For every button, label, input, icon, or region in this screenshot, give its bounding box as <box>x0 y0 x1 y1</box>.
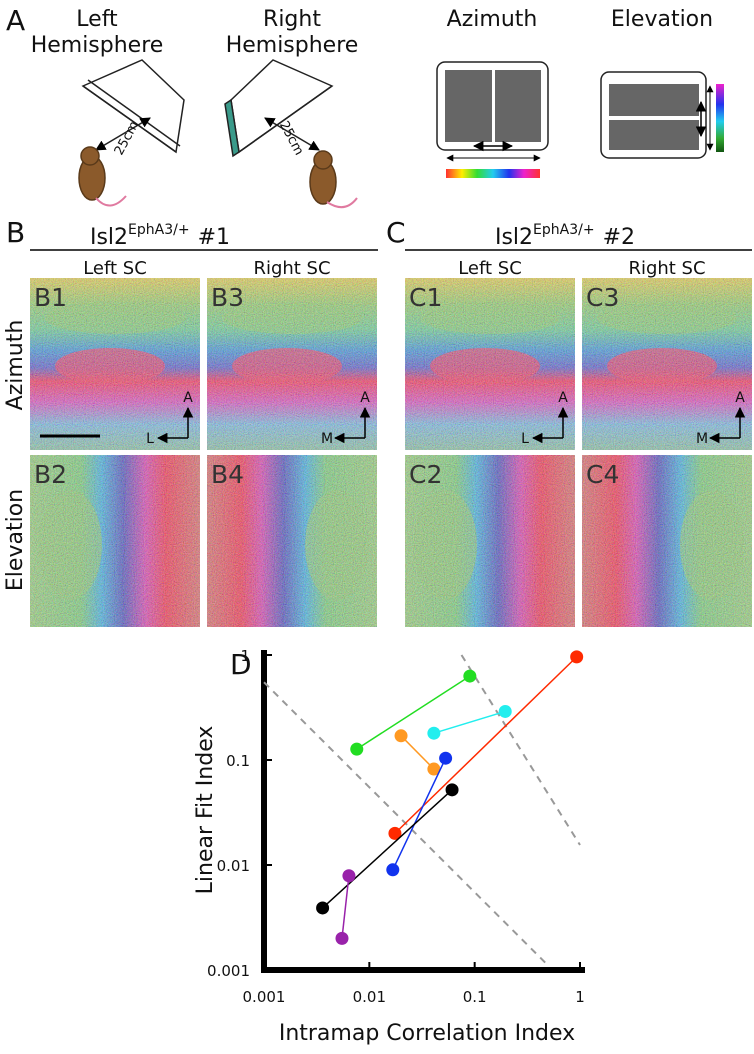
stimulus-label: Azimuth <box>447 7 538 32</box>
series-line <box>392 757 447 871</box>
map-tile: C3 A M <box>582 278 752 450</box>
map-noise <box>30 278 200 450</box>
reference-line <box>263 681 549 967</box>
title-base: Isl2 <box>90 225 128 250</box>
tile-label: B4 <box>211 460 244 489</box>
map-noise <box>405 455 575 627</box>
x-tick-label: 0.001 <box>243 988 286 1006</box>
orientation-label: M <box>696 431 708 447</box>
data-point <box>342 869 356 883</box>
y-tick-label: 0.1 <box>226 752 250 770</box>
hemisphere-label: Right <box>263 7 321 32</box>
data-point <box>427 762 441 776</box>
x-tick-label: 0.01 <box>353 988 386 1006</box>
map-tile: C2 <box>405 455 575 627</box>
series-line <box>394 656 578 834</box>
orientation-label: A <box>735 390 745 406</box>
map-tile: B2 <box>30 455 200 627</box>
tile-label: C1 <box>409 283 442 312</box>
column-label: Left SC <box>83 258 147 279</box>
x-tick-label: 1 <box>575 988 585 1006</box>
tile-label: C4 <box>586 460 619 489</box>
data-point <box>316 901 330 915</box>
map-tile: B1 A L <box>30 278 200 450</box>
panel-label: C <box>386 216 406 249</box>
data-point <box>350 742 364 756</box>
data-point <box>394 729 408 743</box>
panel-label: D <box>230 648 252 681</box>
hemisphere-label: Left <box>76 7 118 32</box>
y-tick-label: 0.001 <box>207 962 250 980</box>
y-axis-label: Linear Fit Index <box>193 726 218 895</box>
elevation-stimulus <box>600 71 724 159</box>
data-point <box>570 650 584 664</box>
title-base: Isl2 <box>495 225 533 250</box>
y-tick-label: 0.01 <box>217 857 250 875</box>
hemisphere-label: Hemisphere <box>226 33 359 58</box>
map-noise <box>207 455 377 627</box>
orientation-label: A <box>558 390 568 406</box>
orientation-label: A <box>360 390 370 406</box>
data-point <box>335 931 349 945</box>
series-line <box>341 875 350 939</box>
title-superscript: EphA3/+ <box>533 222 595 238</box>
map-tile: B4 <box>207 455 377 627</box>
data-point <box>498 704 512 718</box>
data-point <box>445 783 459 797</box>
data-point <box>463 669 477 683</box>
hemisphere-label: Hemisphere <box>31 33 164 58</box>
orientation-label: A <box>183 390 193 406</box>
map-tile: C1 A L <box>405 278 575 450</box>
x-tick-label: 0.1 <box>463 988 487 1006</box>
orientation-label: L <box>146 431 154 447</box>
map-tile: B3 A M <box>207 278 377 450</box>
series-line <box>322 789 453 909</box>
tile-label: C2 <box>409 460 442 489</box>
column-label: Right SC <box>628 258 705 279</box>
panel-title: Isl2EphA3/+ #1 <box>90 222 230 250</box>
panel-title: Isl2EphA3/+ #2 <box>495 222 635 250</box>
row-label: Elevation <box>3 489 28 591</box>
map-noise <box>30 455 200 627</box>
setup-drawing <box>78 59 185 207</box>
panel-label: A <box>6 4 25 37</box>
reference-line <box>460 654 581 846</box>
column-label: Left SC <box>458 258 522 279</box>
series-line <box>356 675 471 750</box>
data-point <box>388 826 402 840</box>
title-superscript: EphA3/+ <box>128 222 190 238</box>
data-point <box>386 863 400 877</box>
orientation-label: M <box>321 431 333 447</box>
map-tile: C4 <box>582 455 752 627</box>
title-suffix: #2 <box>603 225 635 250</box>
data-point <box>427 726 441 740</box>
map-noise <box>207 278 377 450</box>
tile-label: B3 <box>211 283 244 312</box>
azimuth-stimulus <box>436 61 549 178</box>
series-line <box>400 735 435 770</box>
map-tiles: Left SC Right SC B1 A L B2 B3 A M B4 Left SC Right … <box>30 258 752 627</box>
map-noise <box>405 278 575 450</box>
map-noise <box>582 455 752 627</box>
tile-label: C3 <box>586 283 619 312</box>
orientation-label: L <box>521 431 529 447</box>
title-suffix: #1 <box>198 225 230 250</box>
tile-label: B2 <box>34 460 67 489</box>
setup-drawing <box>224 59 358 209</box>
tile-label: B1 <box>34 283 67 312</box>
distance-label: 25cm <box>276 119 306 158</box>
x-axis-label: Intramap Correlation Index <box>279 1021 575 1046</box>
series-line <box>433 710 506 734</box>
y-tick-label: 1 <box>240 647 250 665</box>
map-noise <box>582 278 752 450</box>
row-label: Azimuth <box>3 320 28 411</box>
data-point <box>439 751 453 765</box>
stimulus-label: Elevation <box>611 7 713 32</box>
column-label: Right SC <box>253 258 330 279</box>
panel-label: B <box>6 216 25 249</box>
